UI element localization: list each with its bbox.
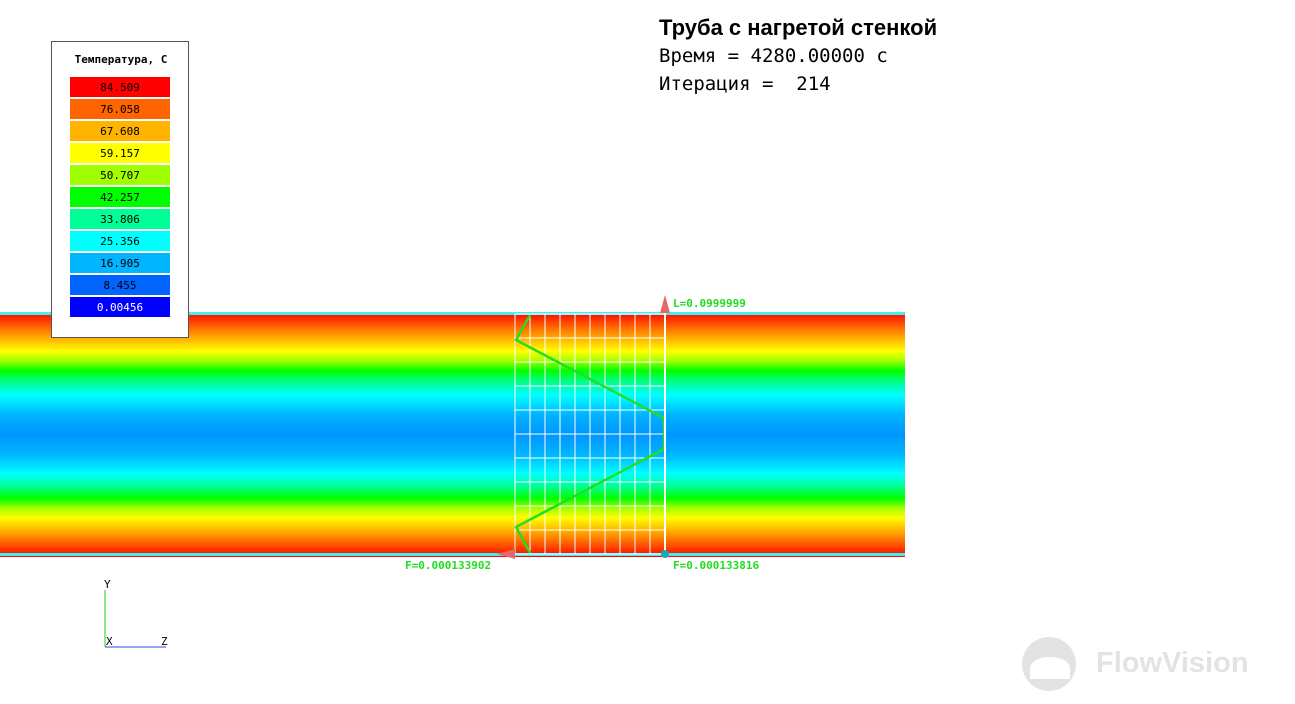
length-marker-icon xyxy=(660,295,670,313)
force-marker-left-icon xyxy=(497,549,515,559)
axis-y-label: Y xyxy=(104,578,111,591)
legend-cell: 8.455 xyxy=(70,275,170,295)
flowvision-logo-icon xyxy=(1022,637,1076,691)
force-marker-right-icon xyxy=(661,550,669,558)
legend-cell: 67.608 xyxy=(70,121,170,141)
length-label: L=0.0999999 xyxy=(673,297,746,310)
temperature-legend: Температура, С 84.509 76.058 67.608 59.1… xyxy=(51,41,189,338)
legend-cell: 76.058 xyxy=(70,99,170,119)
flowvision-logo: FlowVision xyxy=(1022,637,1252,691)
force-right-label: F=0.000133816 xyxy=(673,559,759,572)
force-left-label: F=0.000133902 xyxy=(405,559,491,572)
legend-title: Температура, С xyxy=(52,53,190,66)
legend-cell: 84.509 xyxy=(70,77,170,97)
simulation-title: Труба с нагретой стенкой xyxy=(659,14,937,42)
flowvision-logo-text: FlowVision xyxy=(1096,647,1249,680)
time-readout: Время = 4280.00000 с xyxy=(659,42,937,70)
simulation-info: Труба с нагретой стенкой Время = 4280.00… xyxy=(659,14,937,98)
axis-x-label: X xyxy=(106,635,113,648)
axis-z-label: Z xyxy=(161,635,168,648)
legend-cell: 0.00456 xyxy=(70,297,170,317)
legend-cell: 25.356 xyxy=(70,231,170,251)
legend-cell: 42.257 xyxy=(70,187,170,207)
legend-cell: 16.905 xyxy=(70,253,170,273)
legend-cell: 33.806 xyxy=(70,209,170,229)
iteration-readout: Итерация = 214 xyxy=(659,70,937,98)
legend-cell: 50.707 xyxy=(70,165,170,185)
legend-cell: 59.157 xyxy=(70,143,170,163)
